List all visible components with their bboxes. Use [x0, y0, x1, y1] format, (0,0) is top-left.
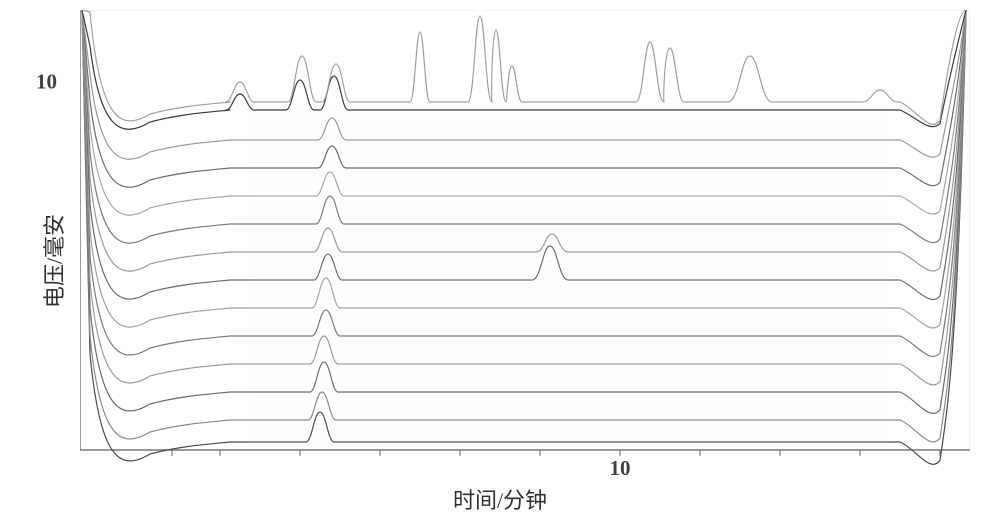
- chromatogram-trace: [82, 10, 966, 129]
- chromatogram-trace: [82, 10, 966, 356]
- chromatogram-figure: 电压/毫安 时间/分钟 10 10: [0, 0, 1000, 521]
- chromatogram-trace: [82, 10, 966, 159]
- x-axis-label: 时间/分钟: [453, 483, 547, 515]
- chromatogram-trace: [82, 10, 966, 413]
- chromatogram-trace: [82, 10, 966, 187]
- chromatogram-trace: [82, 10, 966, 464]
- chromatogram-trace: [82, 10, 966, 124]
- y-tick-label-10: 10: [36, 70, 57, 95]
- y-axis-label: 电压/毫安: [37, 213, 69, 307]
- plot-svg: [80, 10, 970, 470]
- chromatogram-trace: [82, 10, 966, 215]
